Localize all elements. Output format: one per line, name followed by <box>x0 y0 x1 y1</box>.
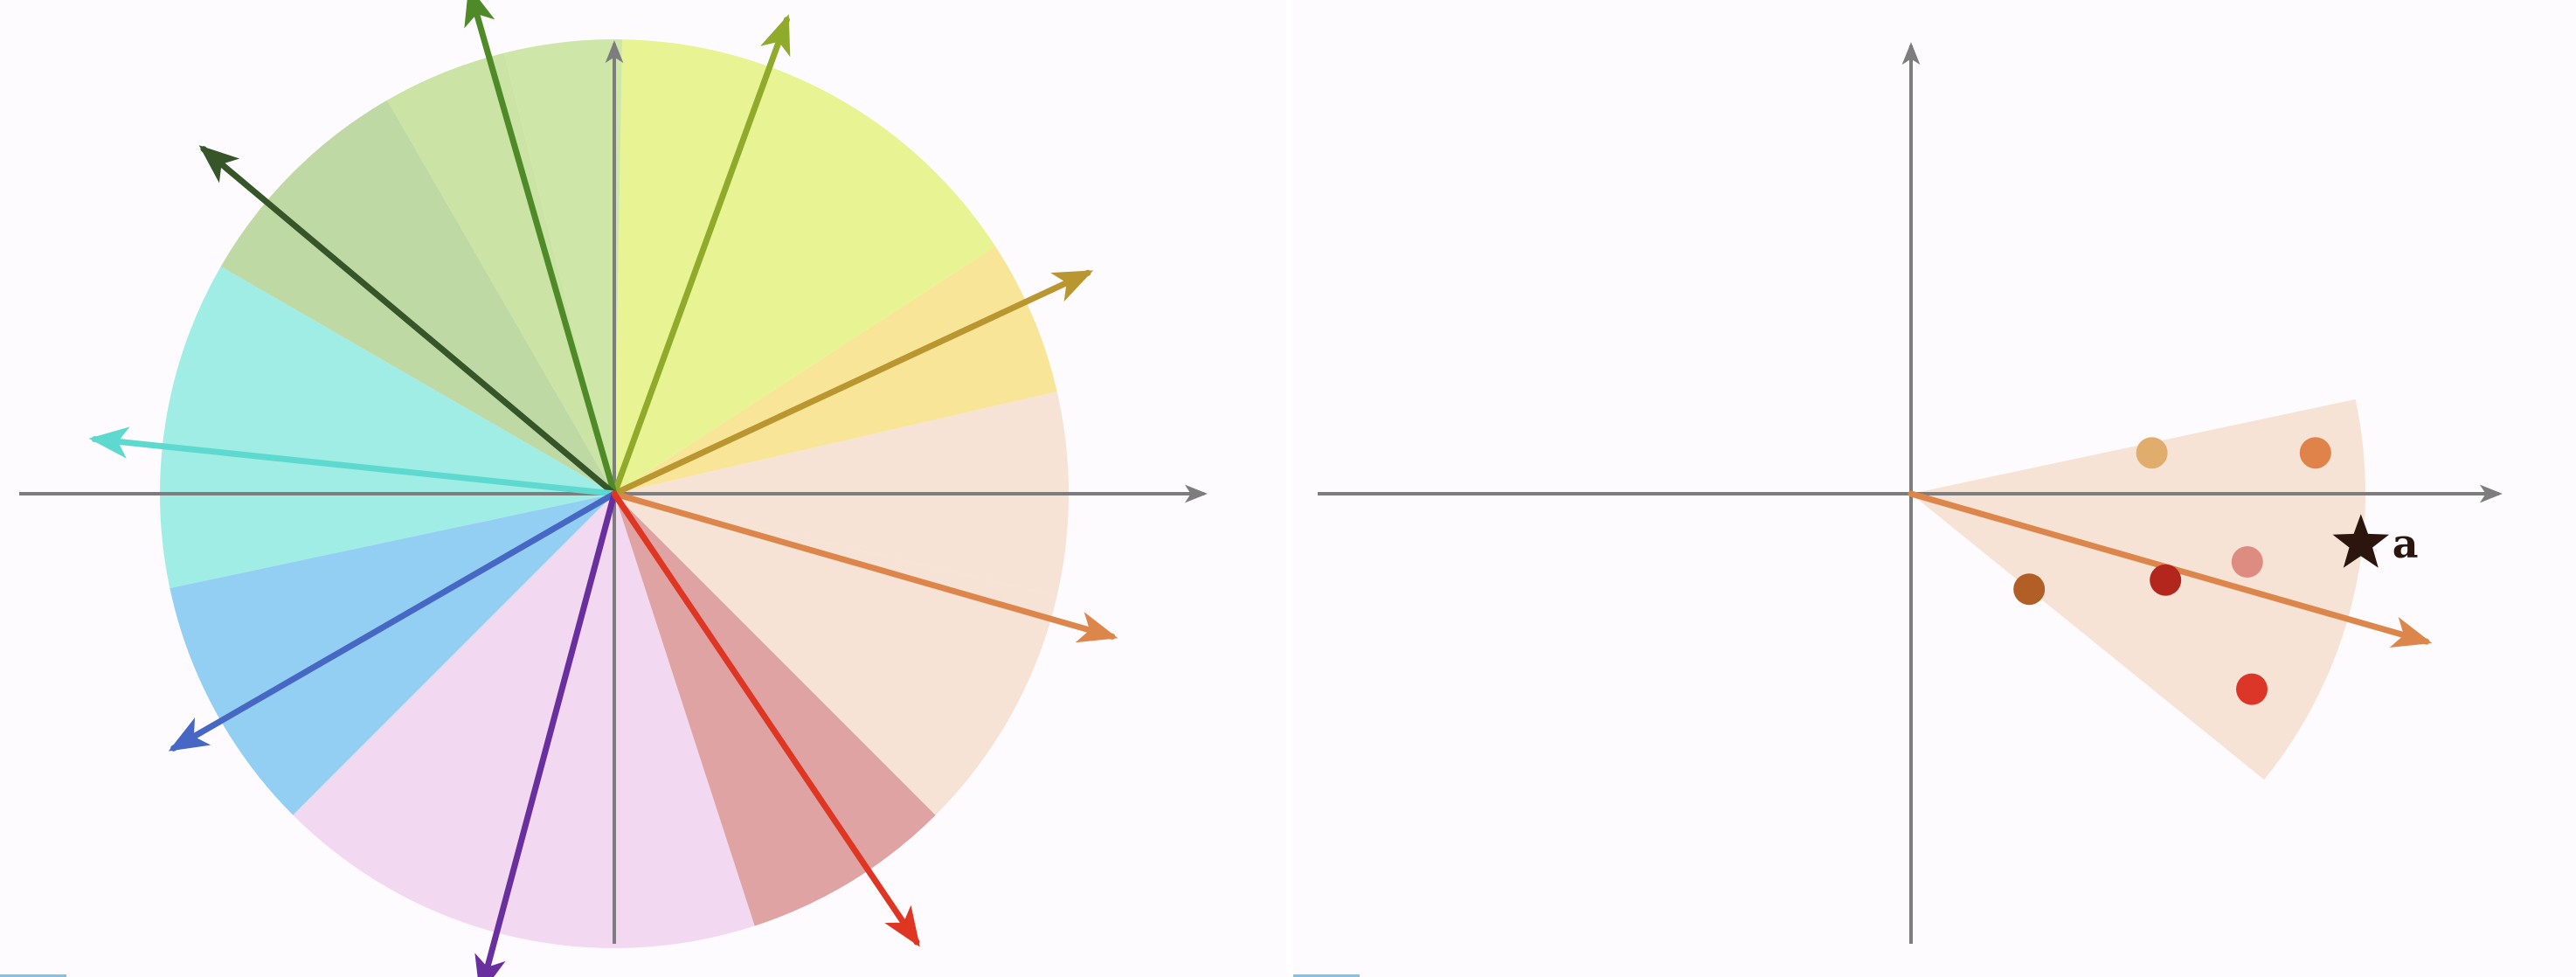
sector-southwest <box>170 494 614 815</box>
vector-purple <box>474 490 618 977</box>
vector-blue <box>168 490 618 752</box>
star-marker: a <box>2332 514 2419 568</box>
vector-olive <box>611 14 791 497</box>
sector-disk <box>159 38 1070 948</box>
corner-mark <box>1293 974 1360 977</box>
left-diagram-panel <box>0 0 1286 977</box>
star-a <box>2332 514 2390 568</box>
sector-south-southeast <box>614 494 936 926</box>
sector-northeast <box>614 39 996 494</box>
corner-mark <box>0 974 66 977</box>
vector-green <box>464 0 618 497</box>
star-label: a <box>2392 520 2419 567</box>
sector-southeast <box>614 494 1057 815</box>
point-tan <box>2136 437 2168 469</box>
points <box>2013 437 2331 705</box>
vector-orange <box>611 490 1118 643</box>
vectors <box>88 0 1118 977</box>
sector-west <box>159 267 614 589</box>
right-diagram: a <box>1318 42 2503 944</box>
vector-red <box>611 490 920 947</box>
point-orange <box>2299 437 2331 469</box>
point-brown <box>2013 573 2046 606</box>
sector-east-northeast <box>614 246 1057 494</box>
vector-gold <box>611 269 1094 497</box>
vector-cyan <box>88 426 618 497</box>
sector-north <box>504 38 623 494</box>
left-diagram <box>19 0 1208 977</box>
point-dark-red <box>2150 564 2182 596</box>
sector-north-northwest <box>387 52 614 494</box>
sector-northwest <box>220 100 614 494</box>
vector-dark-green <box>198 145 618 497</box>
sector-south <box>293 494 755 948</box>
point-red <box>2236 673 2268 705</box>
point-pink <box>2231 546 2263 578</box>
right-diagram-panel: a <box>1293 0 2576 977</box>
